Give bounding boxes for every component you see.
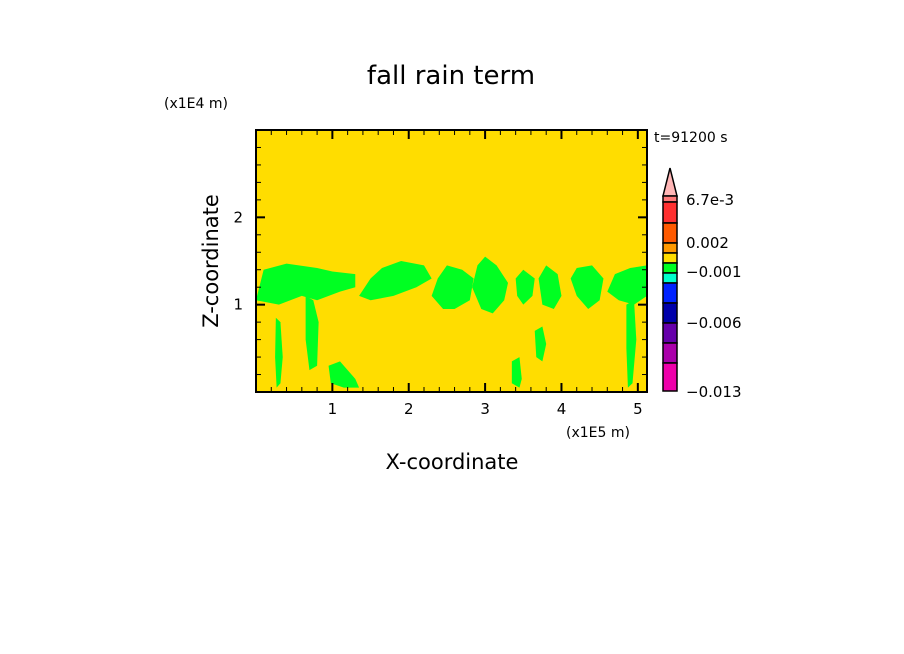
- feature-region: [626, 300, 637, 388]
- x-tick-label: 3: [480, 400, 490, 418]
- plot-frame: [255, 129, 648, 393]
- feature-region: [472, 256, 509, 314]
- feature-region: [256, 263, 356, 305]
- colorbar-level: [662, 201, 678, 224]
- time-label: t=91200 s: [654, 130, 728, 146]
- colorbar-level: [662, 272, 678, 284]
- axes: 1 2 3 4 5 1 2: [233, 129, 648, 418]
- feature-region: [511, 357, 522, 388]
- colorbar-level: [662, 342, 678, 364]
- y-tick-label: 2: [233, 208, 243, 226]
- feature-region: [570, 265, 604, 310]
- colorbar-level: [662, 262, 678, 274]
- colorbar-label: −0.006: [686, 314, 742, 332]
- plot-area: [256, 130, 647, 392]
- x-unit-label: (x1E5 m): [566, 425, 630, 441]
- colorbar: 6.7e-3 0.002 −0.001 −0.006 −0.013: [662, 167, 742, 401]
- colorbar-level: [662, 242, 678, 254]
- feature-region: [275, 317, 283, 388]
- y-unit-label: (x1E4 m): [164, 96, 228, 112]
- colorbar-level: [662, 252, 678, 264]
- colorbar-level: [662, 222, 678, 244]
- y-axis-label: Z-coordinate: [199, 194, 223, 328]
- colorbar-label: 0.002: [686, 234, 729, 252]
- colorbar-level: [662, 282, 678, 304]
- x-axis-label: X-coordinate: [386, 450, 519, 474]
- colorbar-overflow-triangle: [662, 167, 678, 197]
- colorbar-label: 6.7e-3: [686, 191, 734, 209]
- x-tick-label: 1: [328, 400, 338, 418]
- feature-region: [515, 269, 535, 305]
- colorbar-label: −0.001: [686, 263, 742, 281]
- feature-region: [534, 326, 547, 362]
- colorbar-level: [662, 195, 678, 203]
- feature-region: [359, 261, 432, 301]
- feature-region: [305, 295, 319, 371]
- x-tick-label: 4: [557, 400, 567, 418]
- field-background: [256, 130, 647, 392]
- colorbar-label: −0.013: [686, 383, 742, 401]
- y-tick-label: 1: [233, 296, 243, 314]
- feature-region: [328, 361, 360, 388]
- colorbar-level: [662, 302, 678, 324]
- colorbar-level: [662, 322, 678, 344]
- chart-title: fall rain term: [367, 61, 535, 91]
- x-tick-label: 5: [633, 400, 643, 418]
- feature-region: [607, 265, 647, 305]
- colorbar-level: [662, 362, 678, 392]
- feature-region: [431, 265, 474, 310]
- x-tick-label: 2: [404, 400, 414, 418]
- feature-region: [538, 265, 562, 310]
